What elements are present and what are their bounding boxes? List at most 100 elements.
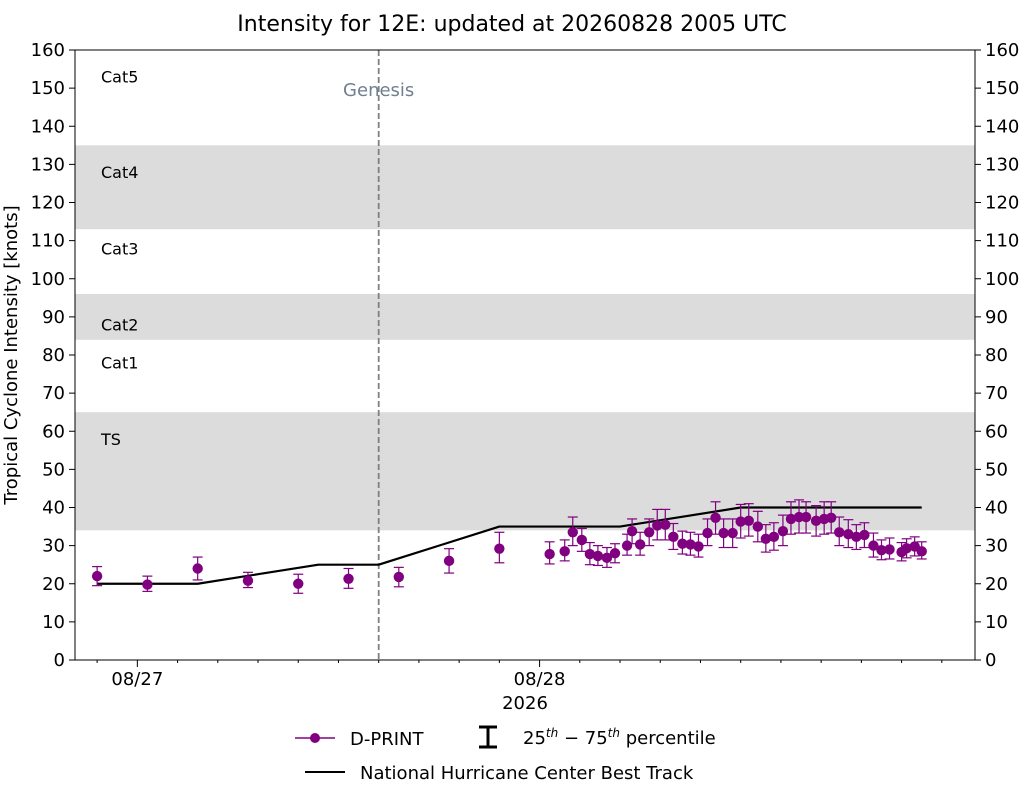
y-tick-label-right-50: 50 — [985, 459, 1008, 480]
y-tick-label-left-40: 40 — [42, 498, 65, 519]
dprint-point-33 — [752, 521, 763, 532]
genesis-marker: Genesis — [343, 50, 414, 660]
y-tick-label-left-160: 160 — [31, 40, 65, 61]
dprint-point-34 — [760, 533, 772, 544]
dprint-point-5 — [343, 573, 354, 584]
dprint-point-18 — [626, 525, 638, 537]
dprint-point-46 — [859, 529, 870, 541]
y-tick-label-left-0: 0 — [54, 650, 65, 671]
band-label-cat2: Cat2 — [101, 316, 138, 335]
dprint-point-31 — [735, 516, 746, 527]
legend: D-PRINT 25th − 75th percentile National … — [295, 725, 716, 784]
dprint-point-28 — [710, 512, 721, 523]
dprint-point-22 — [660, 519, 671, 530]
dprint-point-16 — [609, 548, 621, 559]
dprint-point-39 — [800, 511, 812, 523]
dprint-point-29 — [718, 527, 729, 539]
y-tick-label-left-70: 70 — [42, 383, 65, 404]
y-tick-label-left-110: 110 — [31, 231, 65, 252]
dprint-point-26 — [693, 541, 704, 552]
y-tick-label-left-120: 120 — [31, 193, 65, 214]
y-tick-label-right-80: 80 — [985, 345, 1008, 366]
band-label-cat3: Cat3 — [101, 239, 138, 258]
dprint-point-25 — [685, 539, 696, 550]
dprint-point-8 — [494, 543, 505, 554]
x-axis-ticks: 08/27 08/28 — [96, 660, 943, 690]
x-tick-label-08-27: 08/27 — [111, 669, 163, 690]
y-tick-label-left-90: 90 — [42, 307, 65, 328]
y-tick-label-left-60: 60 — [42, 421, 65, 442]
dprint-series — [91, 499, 927, 594]
y-tick-label-left-150: 150 — [31, 78, 65, 99]
legend-dprint-marker — [310, 733, 320, 743]
y-tick-label-right-30: 30 — [985, 536, 1008, 557]
y-tick-label-left-100: 100 — [31, 269, 65, 290]
y-tick-label-right-110: 110 — [985, 231, 1019, 252]
y-tick-label-right-100: 100 — [985, 269, 1019, 290]
dprint-point-12 — [576, 534, 588, 546]
dprint-point-20 — [643, 527, 655, 538]
dprint-point-53 — [916, 546, 927, 557]
dprint-point-49 — [884, 544, 895, 555]
chart-title: Intensity for 12E: updated at 20260828 2… — [237, 12, 786, 37]
y-axis-label: Tropical Cyclone Intensity [knots] — [1, 205, 22, 505]
band-cat4 — [75, 145, 975, 230]
dprint-point-15 — [601, 552, 613, 564]
y-tick-label-left-10: 10 — [42, 612, 65, 633]
band-cat2 — [75, 294, 975, 340]
x-tick-label-08-28: 08/28 — [514, 669, 566, 690]
dprint-point-47 — [868, 540, 879, 551]
dprint-point-11 — [567, 527, 578, 538]
y-axis-left-ticks: 0 10 20 30 40 50 60 70 80 90 100 110 120 130 140 150 160 — [31, 40, 75, 671]
dprint-point-21 — [652, 520, 663, 531]
category-bands — [75, 145, 975, 531]
dprint-point-6 — [393, 571, 404, 583]
dprint-point-13 — [584, 548, 596, 560]
dprint-point-9 — [544, 548, 555, 560]
dprint-point-37 — [785, 513, 797, 525]
dprint-point-48 — [876, 545, 887, 556]
y-tick-label-left-130: 130 — [31, 154, 65, 175]
legend-percentile-label: 25th − 75th percentile — [523, 726, 716, 749]
y-tick-label-right-70: 70 — [985, 383, 1008, 404]
band-label-cat5: Cat5 — [101, 68, 138, 87]
y-tick-label-right-150: 150 — [985, 78, 1019, 99]
y-tick-label-right-90: 90 — [985, 307, 1008, 328]
best-track-series — [97, 506, 922, 585]
legend-percentile-icon — [479, 725, 497, 749]
category-band-labels: TS Cat1 Cat2 Cat3 Cat4 Cat5 — [100, 68, 138, 449]
y-tick-label-left-30: 30 — [42, 536, 65, 557]
dprint-point-30 — [727, 527, 738, 539]
y-tick-label-right-40: 40 — [985, 498, 1008, 519]
y-tick-label-left-80: 80 — [42, 345, 65, 366]
dprint-point-19 — [634, 539, 646, 550]
dprint-point-51 — [901, 543, 912, 554]
dprint-point-45 — [851, 531, 862, 543]
dprint-point-17 — [621, 540, 633, 551]
y-tick-label-right-0: 0 — [985, 650, 996, 671]
dprint-point-7 — [443, 555, 455, 567]
y-tick-label-right-130: 130 — [985, 154, 1019, 175]
dprint-point-40 — [810, 515, 822, 527]
y-tick-label-left-50: 50 — [42, 459, 65, 480]
dprint-point-2 — [192, 563, 203, 574]
dprint-point-0 — [91, 570, 103, 582]
dprint-point-3 — [242, 575, 254, 586]
dprint-point-32 — [743, 515, 754, 527]
dprint-point-42 — [826, 512, 837, 523]
band-ts — [75, 412, 975, 531]
y-tick-label-right-20: 20 — [985, 574, 1008, 595]
dprint-point-27 — [702, 527, 713, 539]
y-tick-label-left-20: 20 — [42, 574, 65, 595]
y-tick-label-right-60: 60 — [985, 421, 1008, 442]
y-tick-label-right-120: 120 — [985, 193, 1019, 214]
dprint-point-10 — [559, 546, 570, 557]
band-label-ts: TS — [100, 430, 121, 449]
dprint-point-23 — [668, 531, 679, 543]
legend-dprint-label: D-PRINT — [350, 729, 424, 750]
legend-best-track-label: National Hurricane Center Best Track — [360, 763, 694, 784]
genesis-label: Genesis — [343, 80, 414, 101]
best-track-line — [97, 506, 922, 585]
y-axis-right-ticks: 0 10 20 30 40 50 60 70 80 90 100 110 120 130 140 150 160 — [975, 40, 1019, 671]
